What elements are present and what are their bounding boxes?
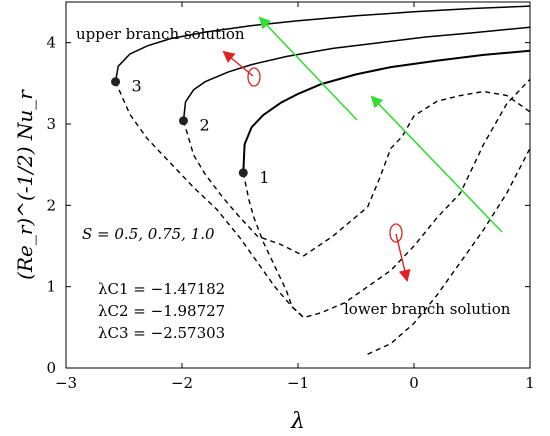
y-tick-label: 3 [46, 115, 56, 133]
red-arrow-lower [395, 233, 411, 282]
critical-point-label-1: 1 [259, 168, 269, 187]
axis-ticks: −3 −2 −1 0 1 0 1 2 3 4 [46, 2, 535, 392]
lower-branch-line-1 [242, 78, 531, 319]
lambda-c2-label: λC2 = −1.98727 [98, 302, 225, 320]
lower-branch-line-4 [367, 148, 531, 355]
y-tick-label: 1 [46, 278, 56, 296]
critical-points-group: 1 2 3 [111, 77, 269, 187]
critical-point-label-2: 2 [199, 116, 209, 135]
critical-point-2 [178, 116, 188, 126]
y-tick-label: 2 [46, 196, 56, 214]
green-arrow-lower [370, 95, 503, 233]
lower-branch-line-3 [114, 81, 305, 319]
lower-branch-label: lower branch solution [344, 300, 511, 318]
y-tick-label: 4 [46, 34, 56, 52]
x-tick-label: −3 [55, 374, 77, 392]
critical-point-1 [238, 168, 248, 178]
lambda-c3-label: λC3 = −2.57303 [98, 324, 225, 342]
lower-branch-line-2 [182, 90, 531, 257]
upper-branch-line-3 [114, 5, 531, 82]
y-tick-label: 0 [46, 359, 56, 377]
red-arrow-upper [222, 50, 254, 77]
s-values-label: S = 0.5, 0.75, 1.0 [82, 225, 215, 243]
red-ellipse-lower [389, 223, 403, 243]
upper-branch-label: upper branch solution [76, 25, 245, 43]
red-ellipse-upper [247, 67, 261, 87]
y-axis-label: (Re_r)^(-1/2) Nu_r [13, 89, 37, 280]
x-tick-label: −2 [171, 374, 193, 392]
curves-group [114, 5, 531, 355]
critical-point-3 [111, 77, 121, 87]
upper-branch-line-1 [242, 49, 531, 173]
x-tick-label: −1 [287, 374, 309, 392]
upper-branch-line-2 [182, 26, 531, 121]
critical-point-label-3: 3 [132, 77, 142, 96]
x-tick-label: 0 [409, 374, 419, 392]
lambda-c1-label: λC1 = −1.47182 [98, 280, 225, 298]
green-arrow-upper [258, 16, 358, 121]
x-tick-label: 1 [525, 374, 535, 392]
x-axis-label: λ [290, 409, 305, 434]
